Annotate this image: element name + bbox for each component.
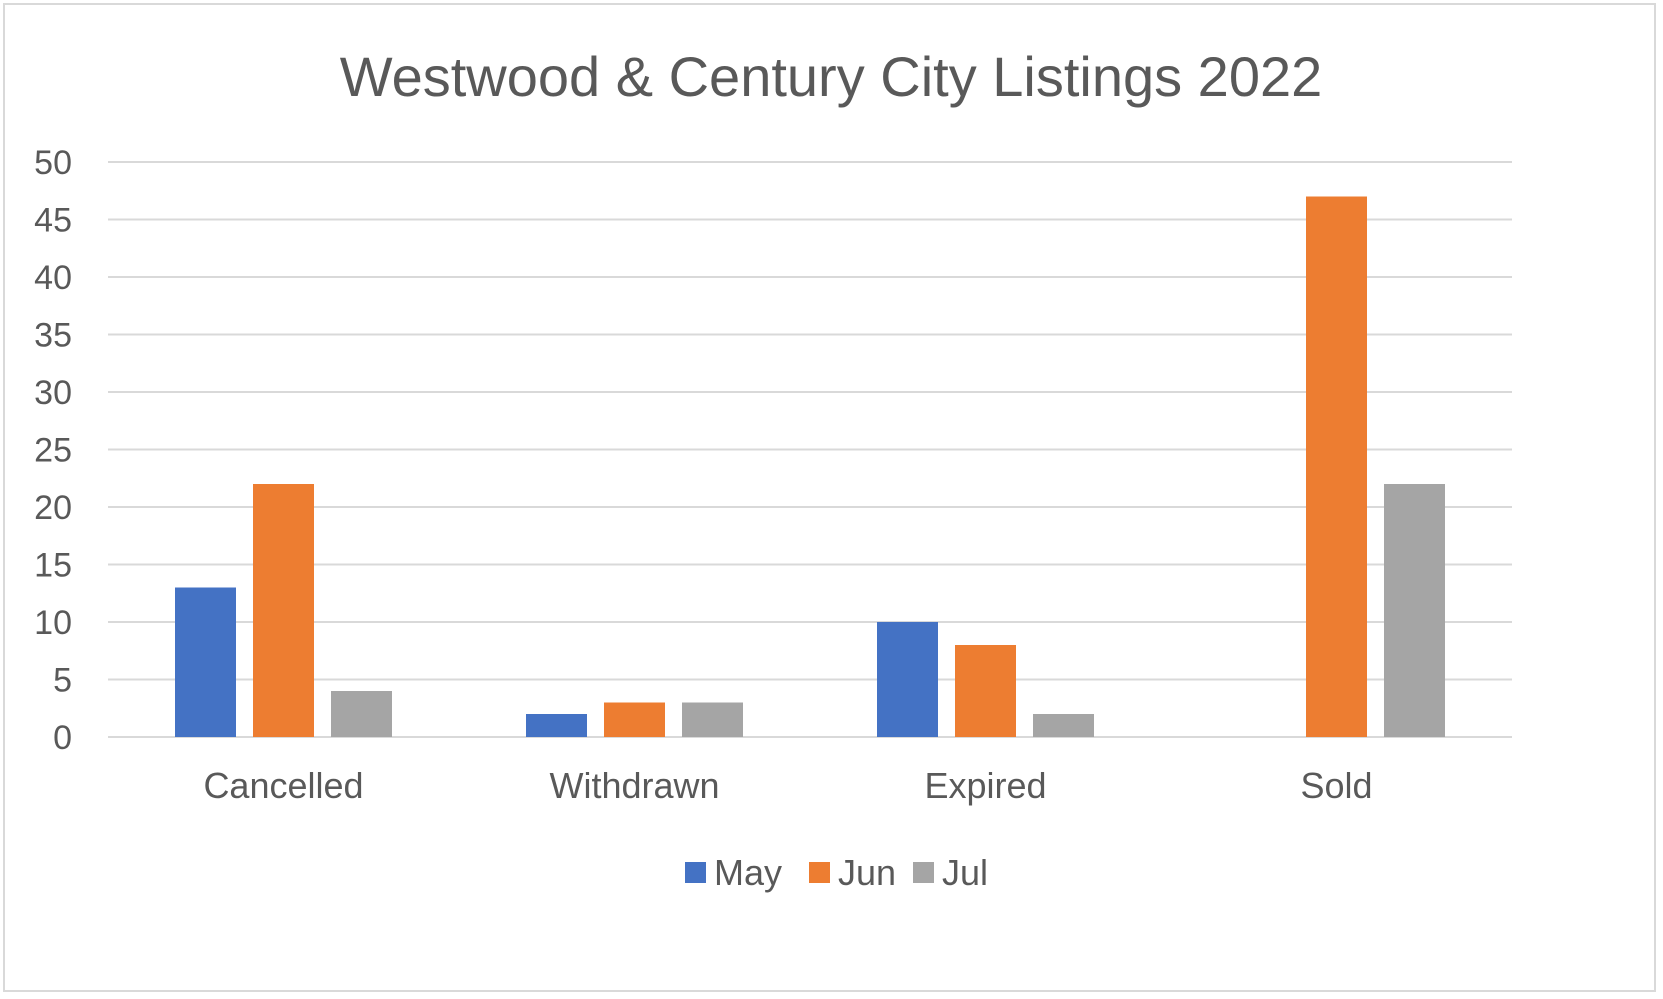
bar-jun-expired — [955, 645, 1016, 737]
x-axis-category-labels: Cancelled Withdrawn Expired Sold — [203, 765, 1372, 806]
gridlines — [108, 161, 1512, 738]
y-tick-label: 35 — [34, 317, 72, 355]
bar-jul-withdrawn — [682, 702, 743, 737]
y-tick-label: 45 — [34, 202, 72, 240]
x-category-label: Cancelled — [203, 765, 363, 806]
bars — [175, 196, 1445, 737]
bar-jul-cancelled — [331, 691, 392, 737]
chart-title: Westwood & Century City Listings 2022 — [340, 45, 1323, 108]
bar-jun-cancelled — [253, 484, 314, 737]
y-tick-label: 30 — [34, 374, 72, 412]
legend-label-jul: Jul — [942, 852, 988, 893]
bar-may-expired — [877, 622, 938, 737]
y-tick-label: 0 — [53, 719, 72, 757]
bar-jul-sold — [1384, 484, 1445, 737]
y-tick-label: 25 — [34, 432, 72, 470]
x-category-label: Sold — [1300, 765, 1372, 806]
x-category-label: Withdrawn — [549, 765, 719, 806]
y-tick-label: 20 — [34, 489, 72, 527]
y-tick-label: 10 — [34, 604, 72, 642]
bar-may-cancelled — [175, 587, 236, 737]
y-tick-label: 40 — [34, 259, 72, 297]
bar-jul-expired — [1033, 714, 1094, 737]
legend-swatch-jul — [913, 862, 934, 883]
y-axis-tick-labels: 0 5 10 15 20 25 30 35 40 45 50 — [34, 144, 72, 757]
bar-jun-withdrawn — [604, 702, 665, 737]
legend-label-jun: Jun — [838, 852, 896, 893]
legend: May Jun Jul — [685, 852, 988, 893]
y-tick-label: 5 — [53, 662, 72, 700]
legend-label-may: May — [714, 852, 782, 893]
bar-may-withdrawn — [526, 714, 587, 737]
y-tick-label: 50 — [34, 144, 72, 182]
bar-jun-sold — [1306, 196, 1367, 737]
legend-swatch-jun — [809, 862, 830, 883]
y-tick-label: 15 — [34, 547, 72, 585]
x-category-label: Expired — [924, 765, 1046, 806]
legend-swatch-may — [685, 862, 706, 883]
